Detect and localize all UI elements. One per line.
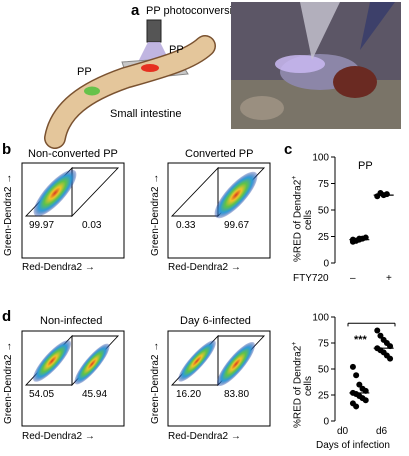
- flow-plot-day6: [167, 330, 271, 427]
- d-plot1-title: Non-infected: [40, 315, 103, 327]
- c-xlabel: FTY720: [293, 273, 329, 284]
- data-point: [362, 234, 369, 241]
- data-point: [383, 191, 390, 198]
- d-plot2-xaxis: Red-Dendra2 →: [168, 431, 241, 442]
- d-plot1-gate-right: 45.94: [82, 389, 108, 400]
- data-point: [356, 381, 363, 388]
- d-plot2-gate-right: 83.80: [224, 389, 250, 400]
- flow-plot-nonconverted: [21, 162, 125, 259]
- data-point: [362, 397, 369, 404]
- d-cat-d0: d0: [337, 426, 349, 437]
- b-plot1-yaxis: Green-Dendra2 →: [3, 173, 14, 256]
- y-tick-label: 25: [318, 232, 330, 243]
- data-point: [353, 372, 360, 379]
- data-point: [353, 403, 360, 410]
- c-ylabel: %RED of Dendra2+: [291, 175, 304, 262]
- y-tick-label: 50: [318, 365, 330, 376]
- d-plot2-yaxis: Green-Dendra2 →: [150, 341, 161, 424]
- b-plot2-yaxis: Green-Dendra2 →: [150, 173, 161, 256]
- c-cat-plus: +: [386, 273, 392, 284]
- y-tick-label: 100: [312, 313, 329, 324]
- panel-d-letter: d: [2, 308, 12, 325]
- intestine-label: Small intestine: [110, 108, 182, 120]
- scatter-plot-c: 0 25 50 75 100: [312, 153, 394, 270]
- scatter-plot-d: 0 25 50 75 100: [312, 313, 396, 428]
- light-source-icon: [146, 19, 162, 43]
- b-plot1-xaxis: Red-Dendra2 →: [22, 262, 95, 273]
- b-plot1-gate-left: 99.97: [29, 220, 55, 231]
- flow-plot-converted: [167, 162, 271, 259]
- surgery-photo: [231, 2, 401, 129]
- d-ylabel: %RED of Dendra2+: [291, 341, 304, 428]
- data-point: [349, 363, 356, 370]
- b-plot1-gate-right: 0.03: [82, 220, 102, 231]
- y-tick-label: 0: [323, 259, 329, 270]
- d-ylabel-line2: cells: [303, 375, 314, 396]
- c-cat-minus: –: [350, 273, 356, 284]
- flow-plot-noninfected: [21, 330, 125, 427]
- b-plot2-xaxis: Red-Dendra2 →: [168, 262, 241, 273]
- data-point: [356, 235, 363, 242]
- panel-a-letter: a: [131, 2, 140, 19]
- d-plot2-gate-left: 16.20: [176, 389, 202, 400]
- data-point: [387, 343, 394, 350]
- panel-c-letter: c: [284, 141, 293, 158]
- data-point: [387, 355, 394, 362]
- y-tick-label: 50: [318, 206, 330, 217]
- intestine-icon: [45, 36, 215, 148]
- d-plot2-title: Day 6-infected: [180, 315, 251, 327]
- d-plot1-gate-left: 54.05: [29, 389, 55, 400]
- converted-pp-icon: [141, 64, 159, 72]
- panel-a-title: PP photoconversion: [146, 5, 245, 17]
- pp-label-left: PP: [77, 66, 92, 78]
- b-plot2-gate-right: 99.67: [224, 220, 250, 231]
- d-plot1-yaxis: Green-Dendra2 →: [3, 341, 14, 424]
- panel-b-letter: b: [2, 141, 12, 158]
- b-plot2-gate-left: 0.33: [176, 220, 196, 231]
- y-tick-label: 75: [318, 179, 330, 190]
- pp-label-top: PP: [169, 44, 184, 56]
- data-point: [377, 332, 384, 339]
- data-point: [374, 327, 381, 334]
- y-tick-label: 75: [318, 339, 330, 350]
- b-plot1-title: Non-converted PP: [28, 148, 118, 160]
- y-tick-label: 100: [312, 153, 329, 164]
- b-plot2-title: Converted PP: [185, 148, 254, 160]
- data-point: [362, 387, 369, 394]
- d-cat-d6: d6: [376, 426, 388, 437]
- d-xlabel: Days of infection: [316, 440, 390, 451]
- nonconverted-pp-icon: [84, 86, 100, 96]
- c-title: PP: [358, 160, 373, 172]
- y-tick-label: 25: [318, 391, 330, 402]
- d-plot1-xaxis: Red-Dendra2 →: [22, 431, 95, 442]
- d-significance: ***: [354, 334, 367, 346]
- c-ylabel-line2: cells: [303, 209, 314, 230]
- y-tick-label: 0: [323, 417, 329, 428]
